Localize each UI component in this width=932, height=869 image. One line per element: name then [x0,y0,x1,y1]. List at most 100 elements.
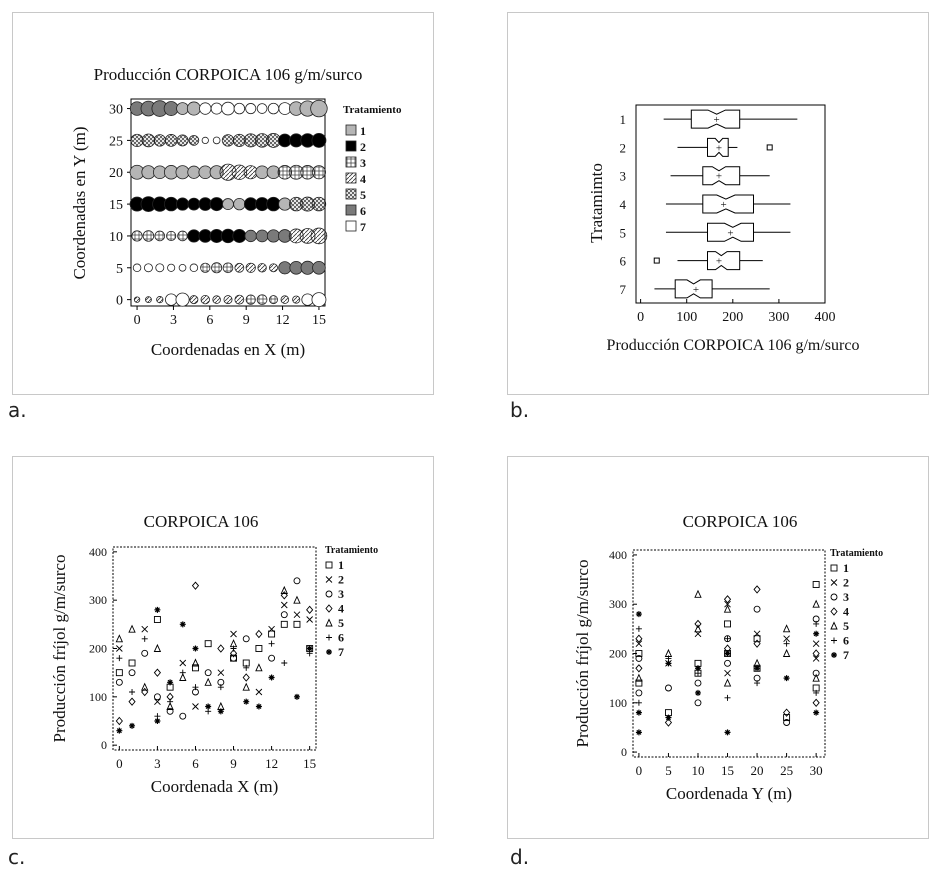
x-tick-label: 12 [276,313,290,328]
x-axis-label: Producción CORPOICA 106 g/m/surco [607,337,860,354]
y-tick-label: 100 [89,690,107,704]
point [192,645,199,652]
panel-d: CORPOICA 106 0 5 10 15 20 25 30 0 100 200 300 400 Coo… [507,456,929,839]
bubble [188,135,200,146]
y-tick-label: 10 [109,230,123,245]
y-tick-label: 20 [109,166,123,181]
point [783,635,790,643]
bubble [256,103,268,114]
bubble [233,102,246,115]
legend-label-6: 6 [360,204,366,218]
point [325,576,333,583]
bubble [232,133,246,147]
chart-title: CORPOICA 106 [144,512,259,531]
panel-c: CORPOICA 106 0 3 6 9 12 15 0 100 200 300 400 Coorden… [12,456,434,839]
point [754,680,761,687]
point [831,637,837,644]
y-tick-label: 300 [89,593,107,607]
x-tick-label: 15 [303,756,316,771]
legend-label-2: 2 [843,576,849,590]
legend-label-3: 3 [843,590,849,604]
panel-label-d: d. [510,845,530,869]
bubble [245,294,256,305]
point [268,674,275,681]
legend-label-4: 4 [843,605,849,619]
legend-swatch-5 [345,188,357,200]
point [217,708,224,715]
point [325,590,333,598]
x-tick-label: 25 [780,763,793,778]
x-tick-label: 6 [206,313,213,328]
point [635,699,642,706]
point [724,620,731,628]
point [783,708,791,717]
y-axis-label: Producción fríjol g/m/surco [50,555,69,743]
x-tick-label: 400 [815,310,836,325]
bubble [212,295,221,304]
point [813,689,820,696]
point [280,591,288,600]
bubble [154,230,166,242]
point [167,679,174,686]
box-4 [702,194,754,214]
point [255,688,263,696]
bubble [244,229,257,243]
bubble [132,263,142,273]
bubble [145,296,152,304]
point [694,689,701,696]
point [635,673,643,682]
point [242,635,250,643]
bubble [167,263,176,272]
point [306,616,313,623]
point [635,679,643,687]
legend-label-5: 5 [360,188,366,202]
point [635,634,643,643]
bubble [176,102,189,115]
point [217,684,224,691]
box-1 [690,109,741,129]
y-tick-label: 300 [609,597,627,611]
point [753,605,761,613]
mean-marker: + [727,227,733,239]
bubble [133,296,141,303]
point [280,620,288,628]
legend-swatch-4 [345,172,357,184]
y-tick-label: 400 [89,545,107,559]
bubble [269,295,278,305]
legend-label-5: 5 [843,619,849,633]
point [325,604,333,613]
point [153,693,161,701]
bubble [166,230,177,242]
point [812,669,820,677]
point [128,659,136,667]
bubble [233,197,246,211]
bubble [163,196,179,212]
point [154,606,161,613]
point [782,624,791,633]
point [635,729,642,736]
point [724,729,731,736]
category-label: 7 [620,282,627,297]
x-tick-label: 0 [636,763,643,778]
bubble [255,165,269,180]
point [116,727,123,734]
point [115,716,123,726]
category-label: 6 [620,254,627,269]
point [830,564,838,572]
point [179,669,186,676]
point [830,579,838,586]
chart-title: CORPOICA 106 [683,512,798,531]
bubble [221,101,235,116]
point [141,682,149,691]
bubble [142,230,155,242]
x-axis-label: Coordenadas en X (m) [151,340,305,359]
bubble [209,197,224,212]
point [280,611,288,619]
legend-label-6: 6 [338,631,344,645]
y-axis-label: Tratamimto [587,163,606,243]
bubble [143,263,153,273]
point [230,630,237,638]
x-tick-label: 10 [691,763,704,778]
